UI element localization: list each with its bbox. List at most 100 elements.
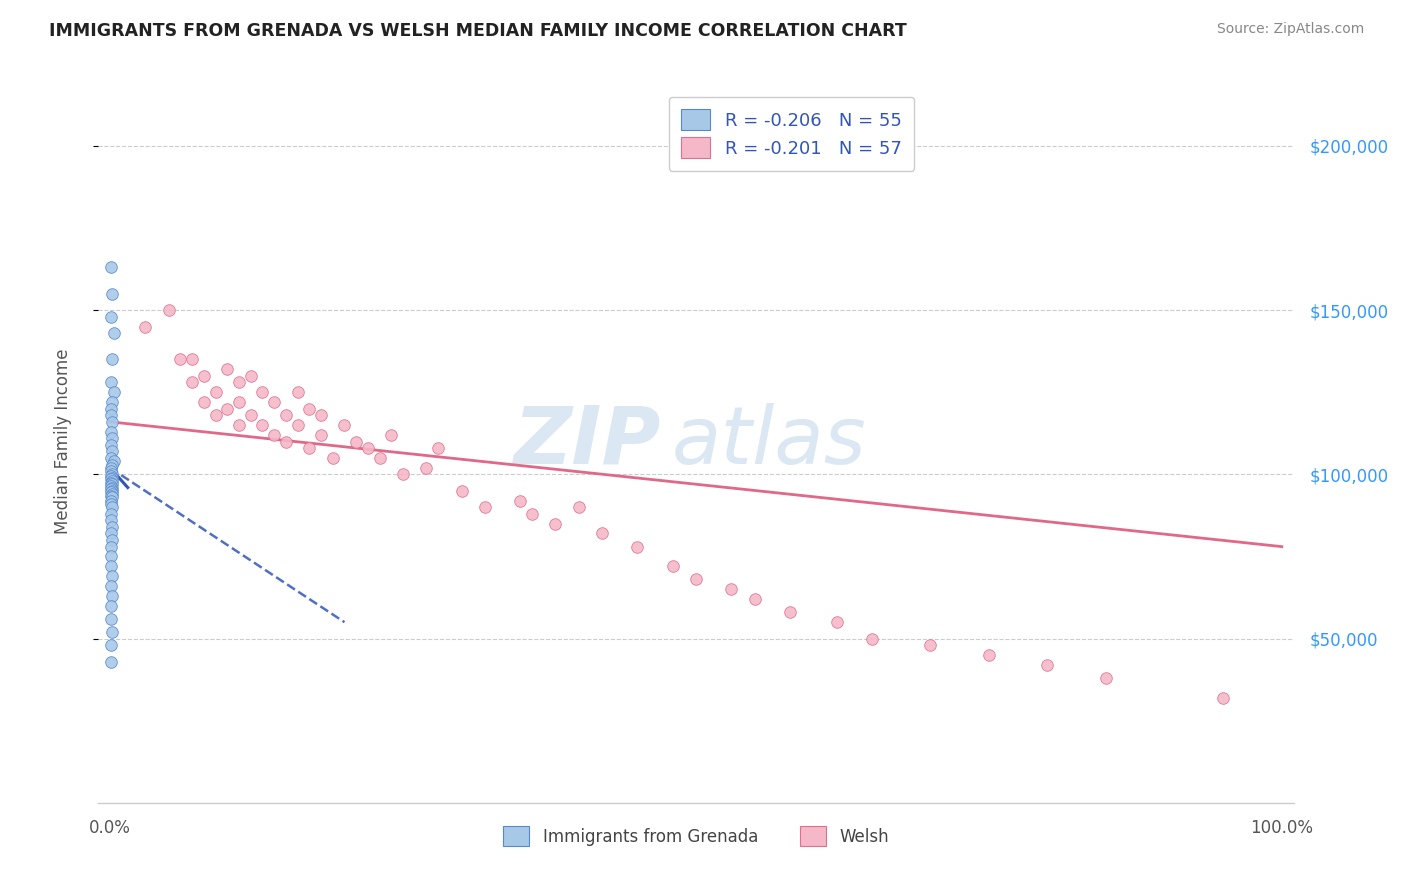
Point — [100, 450, 122, 465]
Text: IMMIGRANTS FROM GRENADA VS WELSH MEDIAN FAMILY INCOME CORRELATION CHART: IMMIGRANTS FROM GRENADA VS WELSH MEDIAN … — [49, 22, 907, 40]
Point — [100, 472, 122, 486]
Point — [101, 520, 124, 534]
Point — [100, 260, 122, 275]
Point — [101, 483, 124, 498]
Point — [101, 569, 124, 583]
Point — [101, 477, 124, 491]
Point — [101, 415, 124, 429]
Point — [685, 573, 707, 587]
Point — [263, 395, 285, 409]
Point — [228, 418, 250, 433]
Point — [101, 589, 124, 603]
Point — [193, 368, 215, 383]
Point — [298, 441, 321, 455]
Point — [101, 458, 124, 472]
Point — [287, 385, 309, 400]
Legend: Immigrants from Grenada, Welsh: Immigrants from Grenada, Welsh — [496, 820, 896, 852]
Point — [100, 409, 122, 423]
Point — [100, 489, 122, 503]
Point — [977, 648, 1000, 662]
Point — [274, 434, 297, 449]
Point — [450, 483, 472, 498]
Point — [100, 485, 122, 500]
Point — [509, 493, 531, 508]
Point — [101, 625, 124, 640]
Point — [100, 507, 122, 521]
Point — [520, 507, 543, 521]
Point — [322, 450, 344, 465]
Y-axis label: Median Family Income: Median Family Income — [53, 349, 72, 534]
Point — [1036, 657, 1059, 672]
Point — [100, 482, 122, 496]
Point — [100, 438, 122, 452]
Text: ZIP: ZIP — [513, 402, 661, 481]
Point — [568, 500, 591, 515]
Point — [103, 326, 125, 341]
Point — [101, 533, 124, 547]
Point — [217, 401, 239, 416]
Point — [101, 491, 124, 505]
Point — [157, 303, 180, 318]
Point — [626, 540, 648, 554]
Point — [169, 352, 191, 367]
Point — [101, 471, 124, 485]
Point — [427, 441, 450, 455]
Point — [357, 441, 380, 455]
Point — [368, 450, 391, 465]
Point — [100, 376, 122, 390]
Point — [920, 638, 942, 652]
Point — [744, 592, 766, 607]
Point — [101, 487, 124, 501]
Point — [100, 559, 122, 574]
Point — [193, 395, 215, 409]
Point — [100, 310, 122, 324]
Point — [100, 497, 122, 511]
Point — [100, 655, 122, 669]
Point — [181, 352, 204, 367]
Point — [101, 481, 124, 495]
Point — [333, 418, 356, 433]
Point — [100, 493, 122, 508]
Point — [134, 319, 156, 334]
Point — [228, 395, 250, 409]
Point — [100, 475, 122, 490]
Point — [101, 467, 124, 482]
Point — [101, 286, 124, 301]
Point — [100, 638, 122, 652]
Point — [544, 516, 567, 531]
Point — [101, 431, 124, 445]
Point — [100, 599, 122, 613]
Point — [101, 352, 124, 367]
Point — [252, 385, 274, 400]
Point — [825, 615, 848, 630]
Point — [204, 409, 226, 423]
Point — [101, 474, 124, 488]
Point — [779, 605, 801, 619]
Point — [100, 513, 122, 527]
Point — [263, 428, 285, 442]
Point — [252, 418, 274, 433]
Point — [309, 409, 332, 423]
Point — [101, 444, 124, 458]
Point — [661, 559, 683, 574]
Point — [287, 418, 309, 433]
Point — [1212, 690, 1234, 705]
Point — [100, 612, 122, 626]
Point — [392, 467, 415, 482]
Text: atlas: atlas — [672, 402, 868, 481]
Point — [204, 385, 226, 400]
Point — [103, 454, 125, 468]
Point — [100, 425, 122, 439]
Point — [101, 500, 124, 515]
Point — [720, 582, 742, 597]
Point — [309, 428, 332, 442]
Point — [100, 549, 122, 564]
Point — [181, 376, 204, 390]
Point — [239, 368, 262, 383]
Point — [274, 409, 297, 423]
Point — [860, 632, 883, 646]
Point — [228, 376, 250, 390]
Point — [380, 428, 402, 442]
Point — [100, 579, 122, 593]
Point — [100, 401, 122, 416]
